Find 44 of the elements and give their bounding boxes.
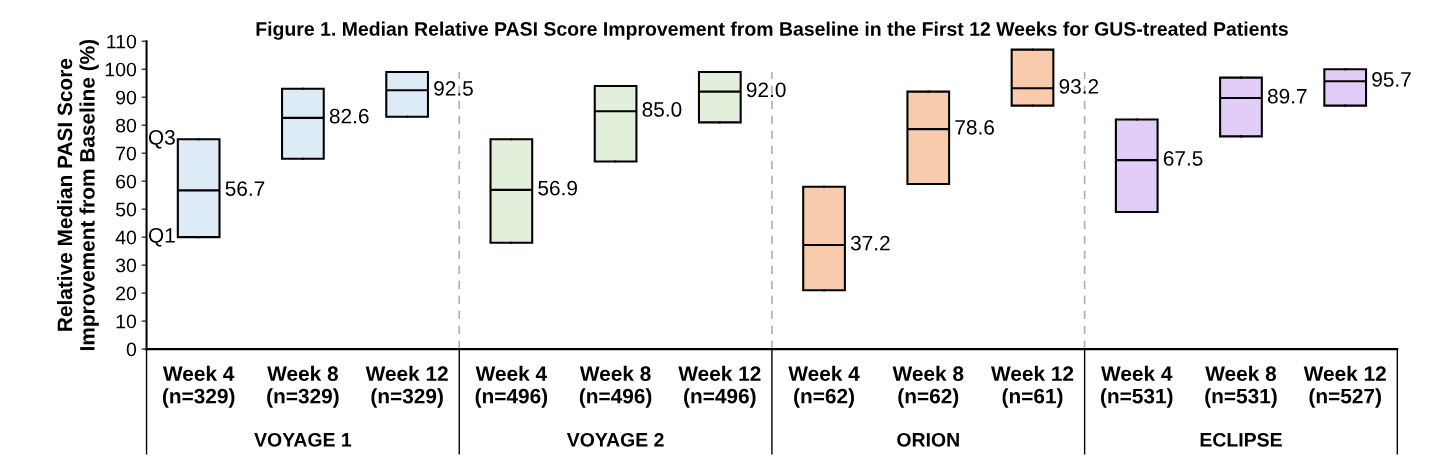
- x-tick-label: Week 8 (n=531): [1205, 365, 1277, 408]
- x-tick-label: Week 4 (n=62): [788, 365, 860, 408]
- y-tick-label: 10: [116, 314, 137, 329]
- annotation: 78.6: [955, 119, 994, 135]
- text: ECLIPSE: [1200, 432, 1282, 447]
- y-tick-label: 100: [105, 62, 137, 77]
- text: ORION: [897, 432, 959, 447]
- annotation: 92.0: [746, 82, 786, 98]
- annotation: 95.7: [1372, 72, 1411, 87]
- annotation: 93.2: [1059, 79, 1099, 94]
- text: VOYAGE 2: [566, 432, 664, 447]
- x-tick-label: Week 4 (n=531): [1101, 365, 1173, 408]
- annotation: 37.2: [850, 235, 890, 251]
- y-tick-label: 90: [116, 90, 137, 105]
- y-tick-label: 60: [116, 174, 137, 189]
- x-tick-label: Week 12 (n=329): [365, 365, 448, 408]
- annotation: Q3: [148, 130, 175, 149]
- x-tick-label: Week 8 (n=62): [892, 365, 964, 408]
- x-tick-label: Week 12 (n=61): [991, 365, 1074, 408]
- x-tick-label: Week 12 (n=496): [678, 365, 761, 408]
- annotation: 67.5: [1163, 151, 1203, 166]
- x-tick-label: Week 4 (n=329): [162, 365, 235, 408]
- x-tick-label: Week 12 (n=527): [1303, 365, 1386, 408]
- y-tick-label: 50: [115, 202, 137, 217]
- y-tick-label: 0: [126, 342, 137, 357]
- y-tick-label: 110: [107, 34, 137, 49]
- y-tick-label: 40: [115, 230, 137, 245]
- annotation: Q1: [148, 227, 175, 247]
- y-axis-title: Relative Median PASI Score Improvement from Baseline (%): [56, 39, 99, 351]
- y-tick-label: 20: [116, 286, 137, 301]
- x-tick-label: Week 4 (n=496): [475, 365, 548, 408]
- annotation: 82.6: [329, 108, 369, 124]
- y-tick-label: 30: [115, 258, 137, 273]
- y-tick-label: 70: [116, 146, 137, 161]
- annotation: 56.7: [225, 181, 265, 196]
- annotation: 56.9: [538, 180, 577, 196]
- annotation: 85.0: [642, 102, 682, 117]
- chart-title: Figure 1. Median Relative PASI Score Improvement from Baseline in the First 12 Weeks for GUS-treated Patients: [256, 21, 1288, 40]
- x-tick-label: Week 8 (n=329): [267, 365, 339, 408]
- text: VOYAGE 1: [254, 432, 352, 447]
- y-tick-label: 80: [116, 118, 137, 133]
- annotation: 92.5: [434, 81, 473, 96]
- annotation: 89.7: [1267, 88, 1307, 104]
- x-tick-label: Week 8 (n=496): [579, 365, 652, 408]
